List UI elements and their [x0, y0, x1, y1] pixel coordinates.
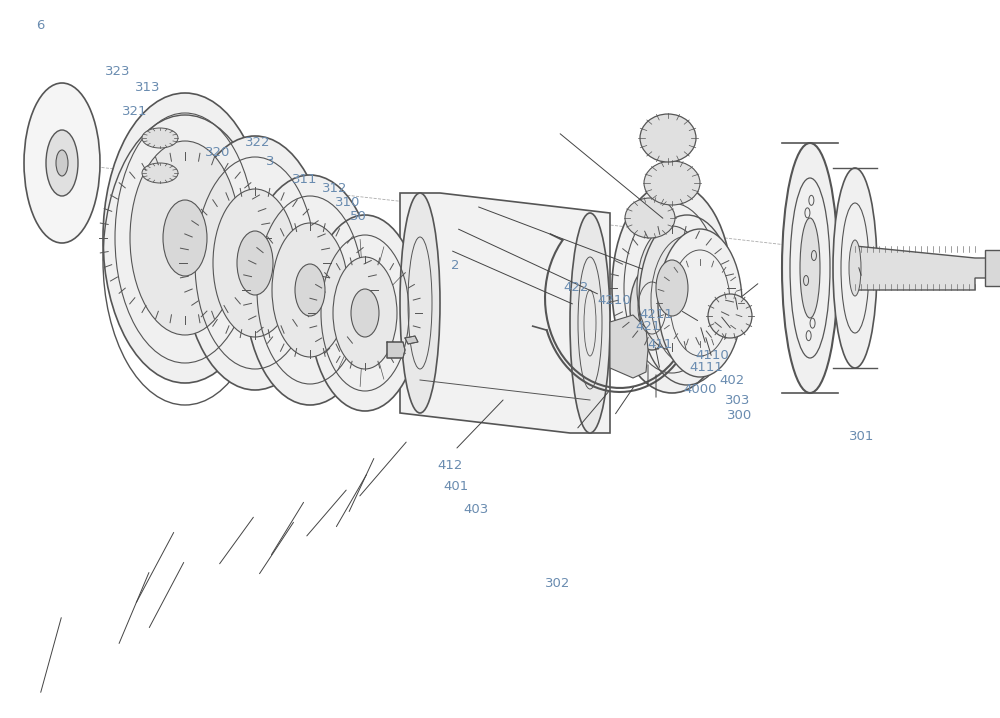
Ellipse shape: [637, 226, 707, 350]
Text: 402: 402: [719, 374, 745, 387]
Text: 320: 320: [205, 146, 231, 159]
Ellipse shape: [237, 231, 273, 295]
Ellipse shape: [400, 193, 440, 413]
Ellipse shape: [708, 294, 752, 338]
Text: 323: 323: [105, 65, 131, 78]
Polygon shape: [400, 193, 610, 433]
Ellipse shape: [272, 223, 348, 357]
Text: 411: 411: [647, 338, 673, 351]
Ellipse shape: [570, 213, 610, 433]
Polygon shape: [387, 342, 405, 358]
Ellipse shape: [24, 83, 100, 243]
Ellipse shape: [213, 189, 297, 337]
Text: 412: 412: [437, 459, 463, 472]
Polygon shape: [610, 315, 648, 378]
Text: 302: 302: [545, 577, 571, 589]
Ellipse shape: [163, 200, 207, 276]
Ellipse shape: [612, 183, 732, 393]
Ellipse shape: [658, 229, 742, 377]
Polygon shape: [985, 250, 1000, 286]
Text: 4211: 4211: [639, 308, 673, 321]
Text: 4210: 4210: [597, 294, 631, 307]
Text: 403: 403: [463, 503, 489, 516]
Ellipse shape: [833, 168, 877, 368]
Text: 4000: 4000: [683, 383, 717, 396]
Ellipse shape: [782, 143, 838, 393]
Text: 50: 50: [350, 210, 366, 223]
Ellipse shape: [656, 260, 688, 316]
Ellipse shape: [849, 240, 861, 296]
Text: 4110: 4110: [695, 349, 729, 362]
Text: 401: 401: [443, 480, 469, 493]
Text: 310: 310: [335, 196, 361, 209]
Text: 301: 301: [849, 430, 875, 443]
Text: 322: 322: [245, 136, 271, 149]
Text: 6: 6: [36, 19, 44, 32]
Ellipse shape: [640, 114, 696, 162]
Text: 312: 312: [322, 182, 348, 195]
Text: 4111: 4111: [689, 361, 723, 374]
Ellipse shape: [142, 163, 178, 183]
Ellipse shape: [295, 264, 325, 316]
Ellipse shape: [183, 136, 327, 390]
Text: 422: 422: [563, 281, 589, 294]
Ellipse shape: [351, 289, 379, 337]
Text: 3: 3: [266, 155, 274, 168]
Text: 303: 303: [725, 394, 751, 407]
Ellipse shape: [310, 215, 420, 411]
Text: 311: 311: [292, 173, 318, 186]
Ellipse shape: [644, 161, 700, 205]
Polygon shape: [405, 336, 418, 344]
Ellipse shape: [625, 198, 675, 238]
Text: 421: 421: [635, 320, 661, 333]
Text: 321: 321: [122, 105, 148, 118]
Ellipse shape: [245, 175, 375, 405]
Ellipse shape: [46, 130, 78, 196]
Text: 2: 2: [451, 259, 459, 272]
Ellipse shape: [800, 218, 820, 318]
Ellipse shape: [56, 150, 68, 176]
Ellipse shape: [333, 257, 397, 369]
Ellipse shape: [130, 141, 240, 335]
Ellipse shape: [142, 128, 178, 148]
Text: 300: 300: [727, 409, 753, 421]
Ellipse shape: [103, 93, 267, 383]
Ellipse shape: [630, 266, 674, 350]
Text: 313: 313: [135, 81, 161, 94]
Polygon shape: [855, 246, 1000, 290]
